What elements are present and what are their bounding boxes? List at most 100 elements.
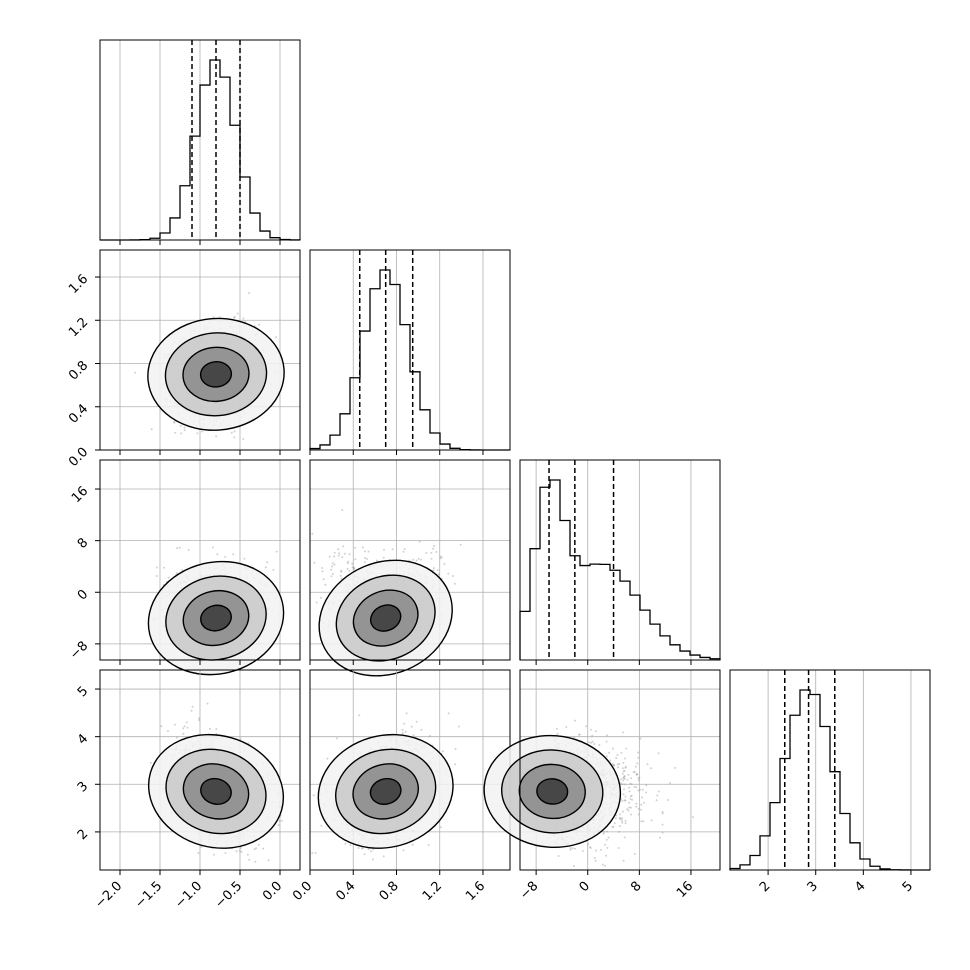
sample-point — [173, 420, 176, 423]
sample-point — [174, 431, 177, 434]
sample-point — [425, 551, 428, 554]
sample-point — [242, 438, 245, 440]
sample-point — [354, 558, 357, 561]
sample-point — [341, 556, 344, 559]
sample-point — [402, 550, 405, 553]
sample-point — [337, 548, 340, 551]
sample-point — [178, 546, 181, 549]
sample-point — [278, 820, 281, 823]
sample-point — [415, 559, 418, 562]
sample-point — [354, 546, 357, 549]
sample-point — [332, 572, 334, 575]
sample-point — [212, 316, 215, 319]
sample-point — [452, 575, 454, 577]
sample-point — [163, 566, 165, 569]
panel-2-0 — [95, 459, 301, 676]
sample-point — [361, 546, 364, 549]
sample-point — [216, 553, 219, 556]
sample-point — [351, 562, 354, 565]
sample-point — [319, 596, 322, 599]
sample-point — [342, 545, 345, 548]
panel-2-1 — [309, 459, 511, 677]
sample-point — [328, 555, 331, 558]
sample-point — [311, 532, 314, 535]
sample-point — [266, 561, 269, 564]
sample-point — [339, 574, 342, 577]
sample-point — [348, 570, 351, 572]
sample-point — [218, 316, 221, 319]
sample-point — [240, 850, 243, 853]
sample-point — [340, 570, 343, 573]
sample-point — [233, 315, 236, 318]
histogram-2 — [519, 479, 721, 660]
sample-point — [437, 573, 440, 576]
panel-0-0 — [99, 39, 301, 245]
sample-point — [333, 563, 336, 566]
panel-2-2 — [519, 459, 721, 665]
sample-point — [346, 562, 349, 565]
sample-point — [443, 562, 446, 565]
sample-point — [179, 425, 182, 427]
sample-point — [453, 582, 456, 585]
sample-point — [447, 572, 450, 575]
panel-frame — [309, 249, 511, 451]
sample-point — [248, 292, 251, 295]
sample-point — [150, 428, 153, 431]
sample-point — [432, 567, 435, 570]
sample-point — [346, 567, 349, 570]
sample-point — [433, 545, 435, 547]
sample-point — [236, 312, 239, 315]
sample-point — [430, 557, 433, 560]
sample-point — [200, 846, 203, 848]
sample-point — [215, 435, 218, 438]
panel-1-1 — [309, 249, 511, 455]
sample-point — [196, 432, 199, 435]
sample-point — [417, 557, 420, 560]
sample-point — [173, 421, 176, 424]
sample-point — [254, 860, 257, 863]
sample-point — [439, 557, 442, 560]
sample-point — [315, 601, 318, 604]
sample-point — [418, 540, 421, 543]
sample-point — [432, 547, 435, 550]
sample-point — [232, 316, 235, 319]
sample-point — [343, 552, 346, 555]
contour-1-0-3 — [199, 361, 233, 388]
sample-point — [366, 557, 368, 560]
sample-point — [180, 432, 183, 435]
sample-point — [331, 562, 334, 565]
sample-point — [242, 317, 245, 320]
sample-point — [185, 721, 188, 724]
sample-point — [348, 553, 351, 556]
sample-point — [333, 551, 336, 554]
sample-point — [167, 576, 170, 579]
sample-point — [324, 583, 327, 586]
sample-point — [206, 702, 209, 705]
sample-point — [367, 550, 370, 553]
sample-point — [232, 553, 235, 556]
panel-frame — [519, 459, 721, 661]
sample-point — [176, 547, 179, 550]
sample-point — [182, 727, 185, 730]
sample-point — [230, 431, 233, 434]
sample-point — [353, 568, 356, 570]
panel-1-0 — [95, 249, 301, 455]
sample-point — [215, 728, 218, 730]
sample-point — [275, 336, 278, 339]
sample-point — [435, 551, 438, 553]
sample-point — [235, 850, 238, 853]
sample-point — [333, 555, 336, 558]
sample-point — [391, 548, 394, 551]
sample-point — [338, 552, 341, 555]
sample-point — [363, 561, 366, 564]
sample-point — [383, 548, 385, 551]
panel-3-0 — [95, 669, 301, 875]
sample-point — [430, 551, 433, 554]
sample-point — [364, 557, 366, 559]
sample-point — [313, 561, 316, 564]
sample-point — [321, 567, 324, 569]
sample-point — [337, 554, 340, 557]
sample-point — [412, 558, 415, 561]
sample-point — [243, 557, 246, 560]
